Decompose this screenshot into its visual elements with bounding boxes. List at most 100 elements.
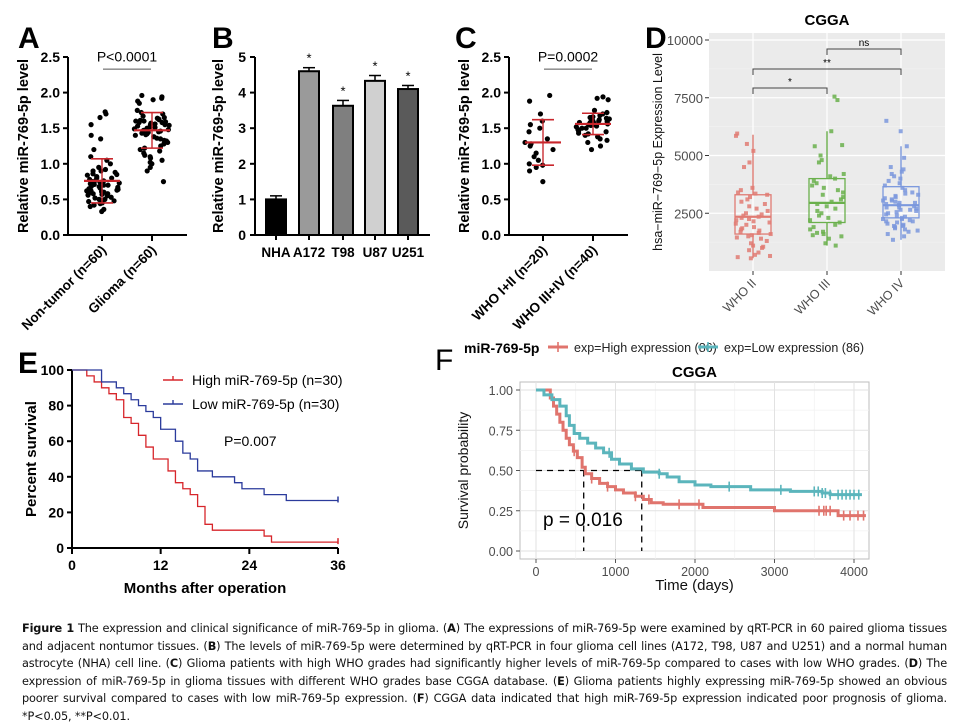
data-point bbox=[533, 150, 539, 156]
y-axis-label: Survival probability bbox=[455, 412, 471, 530]
data-point bbox=[765, 208, 770, 213]
data-point bbox=[743, 211, 748, 216]
caption-text: The expression and clinical significance… bbox=[74, 622, 448, 635]
x-tick-label: 4000 bbox=[840, 565, 868, 579]
x-tick-label: 1000 bbox=[602, 565, 630, 579]
data-point bbox=[768, 253, 773, 258]
data-point bbox=[897, 200, 902, 205]
y-tick-label: 7500 bbox=[674, 91, 703, 106]
category-label: WHO II bbox=[720, 276, 759, 315]
data-point bbox=[898, 176, 903, 181]
data-point bbox=[600, 94, 606, 100]
category-label: WHO III+IV (n=40) bbox=[510, 243, 600, 333]
data-point bbox=[818, 153, 823, 158]
data-point bbox=[833, 206, 838, 211]
data-point bbox=[897, 205, 902, 210]
data-point bbox=[882, 196, 887, 201]
y-tick-label: 80 bbox=[48, 398, 64, 414]
data-point bbox=[906, 229, 911, 234]
data-point bbox=[810, 233, 815, 238]
data-point bbox=[526, 161, 532, 167]
data-point bbox=[91, 202, 97, 208]
data-point bbox=[833, 222, 838, 227]
data-point bbox=[102, 166, 109, 173]
data-point bbox=[810, 183, 815, 188]
y-tick-label: 1.0 bbox=[41, 156, 61, 172]
data-point bbox=[747, 217, 752, 222]
data-point bbox=[603, 129, 609, 135]
data-point bbox=[573, 124, 579, 130]
y-tick-label: 2.5 bbox=[41, 49, 61, 65]
data-point bbox=[815, 208, 820, 213]
y-tick-label: 2 bbox=[238, 156, 246, 172]
y-axis-label: Percent survival bbox=[23, 401, 40, 517]
data-point bbox=[135, 98, 141, 104]
data-point bbox=[767, 220, 772, 225]
y-tick-label: 5 bbox=[238, 49, 246, 65]
category-label: U251 bbox=[392, 245, 425, 260]
panel-e: 0 20 40 60 80 100 0 12 24 36 Months after operatio… bbox=[23, 362, 346, 597]
data-point bbox=[537, 111, 544, 117]
legend-label: exp=High expression (86) bbox=[574, 341, 717, 355]
category-label: WHO IV bbox=[865, 276, 908, 319]
data-point bbox=[762, 202, 767, 207]
data-point bbox=[739, 215, 744, 220]
y-tick-label: 1.5 bbox=[482, 120, 502, 136]
data-point bbox=[811, 225, 816, 230]
data-point bbox=[826, 215, 831, 220]
data-point bbox=[733, 221, 738, 226]
data-point bbox=[899, 169, 904, 174]
data-point bbox=[895, 220, 900, 225]
legend-label: Low miR-769-5p (n=30) bbox=[192, 396, 339, 412]
data-point bbox=[744, 141, 749, 146]
caption-text: ) The expressions of miR-769-5p were exa… bbox=[22, 622, 947, 653]
category-label: WHO III bbox=[792, 276, 833, 317]
y-tick-label: 40 bbox=[48, 469, 64, 485]
data-point bbox=[884, 219, 889, 224]
data-point bbox=[159, 157, 165, 163]
data-point bbox=[835, 188, 840, 193]
data-point bbox=[886, 178, 891, 183]
data-point bbox=[150, 97, 156, 103]
data-point bbox=[914, 208, 919, 213]
p-value-label: p = 0.016 bbox=[543, 510, 623, 531]
data-point bbox=[902, 214, 907, 219]
data-point bbox=[884, 202, 889, 207]
data-point bbox=[111, 198, 117, 204]
data-point bbox=[897, 181, 902, 186]
panel-label-d: D bbox=[645, 22, 667, 55]
data-point bbox=[889, 197, 894, 202]
data-point bbox=[890, 237, 895, 242]
data-point bbox=[910, 190, 915, 195]
survival-curve-high bbox=[72, 369, 338, 543]
data-point bbox=[886, 211, 891, 216]
caption-panel-ref: D bbox=[908, 657, 918, 671]
y-axis-label: Relative miR-769-5p level bbox=[211, 59, 227, 233]
data-point bbox=[821, 232, 826, 237]
x-tick-label: 36 bbox=[330, 557, 346, 573]
y-tick-label: 0.50 bbox=[489, 465, 513, 479]
panel-d: 2500 5000 7500 10000 CGGA hsa−miR−769−5p Expr… bbox=[651, 12, 945, 319]
chart-title: CGGA bbox=[672, 364, 717, 381]
data-point bbox=[888, 165, 893, 170]
y-tick-label: 5000 bbox=[674, 149, 703, 164]
data-point bbox=[901, 222, 906, 227]
data-point bbox=[910, 219, 915, 224]
data-point bbox=[134, 107, 140, 113]
data-point bbox=[814, 181, 819, 186]
x-tick-label: 3000 bbox=[761, 565, 789, 579]
y-axis-label: Relative miR-769-5p level bbox=[16, 59, 32, 233]
y-tick-label: 20 bbox=[48, 504, 64, 520]
panel-label-c: C bbox=[455, 22, 477, 55]
y-tick-label: 100 bbox=[41, 362, 65, 378]
data-point bbox=[526, 98, 533, 104]
data-point bbox=[738, 229, 743, 234]
data-point bbox=[144, 168, 150, 174]
y-tick-label: 1.5 bbox=[41, 120, 61, 136]
category-label: Non-tumor (n=60) bbox=[19, 243, 109, 333]
data-point bbox=[740, 226, 745, 231]
data-point bbox=[132, 132, 138, 138]
data-point bbox=[841, 195, 846, 200]
y-tick-label: 60 bbox=[48, 433, 64, 449]
data-point bbox=[898, 129, 903, 134]
